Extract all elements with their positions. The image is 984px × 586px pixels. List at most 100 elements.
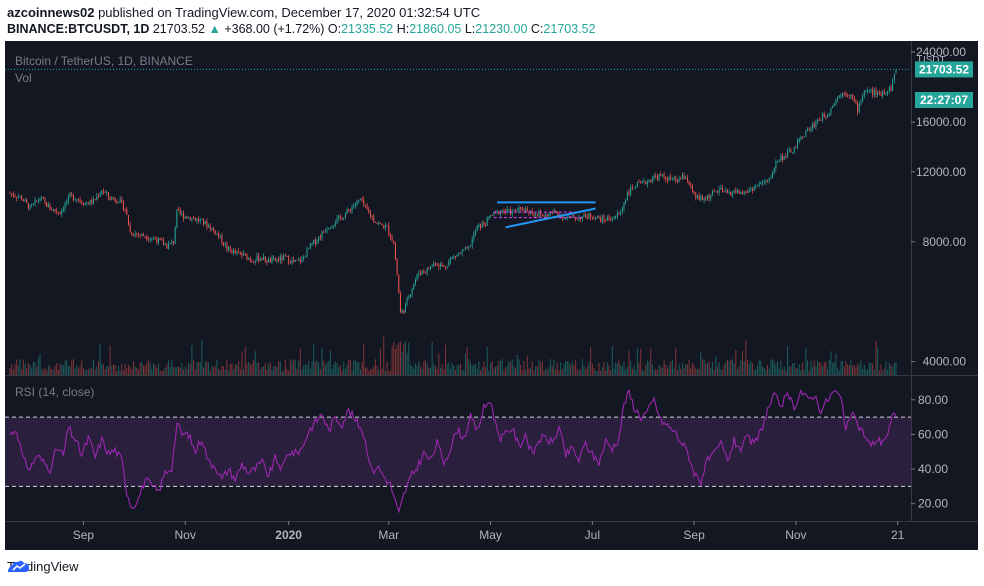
volume-bar [485,366,487,375]
volume-bar [219,370,221,375]
candle [74,197,76,201]
candle-body [603,216,605,221]
volume-bar [294,359,296,375]
candle [783,155,785,161]
candle-body [181,213,183,215]
volume-bar [887,369,889,375]
candle-body [578,217,580,220]
candle-body [29,205,31,209]
candle [608,214,610,222]
candle-body [403,310,405,313]
volume-bar [271,370,273,375]
candle [840,93,842,99]
candle-body [36,200,38,202]
candle-body [691,185,693,192]
volume-bar [132,361,134,375]
volume-bar [538,359,540,375]
volume-bar [728,361,730,375]
candle-body [661,174,663,176]
volume-bar [775,364,777,375]
candle-body [675,177,677,180]
candle [775,159,777,172]
candle [893,73,895,84]
volume-bar [710,367,712,375]
time-tick-label: 2020 [275,528,302,542]
volume-bar [868,362,870,375]
candle [71,191,73,197]
candle [875,87,877,98]
candle-body [496,210,498,212]
volume-bar [99,343,101,375]
candle [511,209,513,218]
candle-body [361,199,363,200]
last-price-tag: 21703.52 [915,61,973,78]
candle-body [188,217,190,219]
up-arrow-icon: ▲ [208,22,221,36]
volume-bar [336,363,338,375]
volume-bar [660,367,662,375]
candle-body [17,197,19,198]
candle-body [231,249,233,254]
volume-bar [812,366,814,375]
volume-bar [449,368,451,375]
candle-body [198,218,200,222]
volume-bar [615,362,617,375]
volume-bar [508,360,510,375]
chart-svg[interactable]: 24000.0016000.0012000.008000.004000.0080… [5,41,978,550]
candle-body [51,209,53,211]
candle [755,183,757,190]
candle-body [41,197,43,200]
candle-body [868,89,870,91]
candle-body [626,192,628,201]
candle [591,216,593,220]
candle-body [431,266,433,267]
candle [513,208,515,211]
volume-bar [630,360,632,375]
candle [298,257,300,262]
triangle-pattern [493,201,596,229]
candle [573,213,575,218]
volume-bar [288,370,290,375]
candle [857,100,859,116]
candle [346,207,348,214]
volume-bar [832,362,834,375]
volume-bar [369,369,371,375]
candle [501,209,503,214]
candle-body [645,181,647,185]
candle [855,98,857,105]
volume-bar [476,369,478,375]
candle-body [723,190,725,192]
volume-bar [246,363,248,375]
volume-bar [351,370,353,375]
volume-bar [498,360,500,375]
candle-body [189,217,191,221]
candle [149,237,151,243]
candle [626,190,628,201]
candle [363,196,365,208]
candle-body [142,233,144,237]
candle-body [663,174,665,178]
volume-bar [510,362,512,375]
candle [810,126,812,133]
volume-bar [31,367,33,375]
candle [780,153,782,162]
volume-bar [566,361,568,375]
candle [752,187,754,194]
volume-bar [645,365,647,375]
candle [168,240,170,250]
candle [658,173,660,182]
candle [92,195,94,205]
volume-bar [501,359,503,375]
candle-body [518,207,520,212]
volume-bar [863,364,865,375]
candle [54,208,56,214]
publisher-name[interactable]: azcoinnews02 [7,5,95,20]
volume-bar [561,369,563,375]
volume-bar [605,370,607,375]
candle-body [81,201,83,204]
candle-body [850,94,852,97]
candle-body [827,115,829,118]
candle-body [845,93,847,95]
chart-area[interactable]: 24000.00 16000.00 12000.00 8000.00 4000.00 80… [5,41,978,550]
candle-body [368,209,370,213]
